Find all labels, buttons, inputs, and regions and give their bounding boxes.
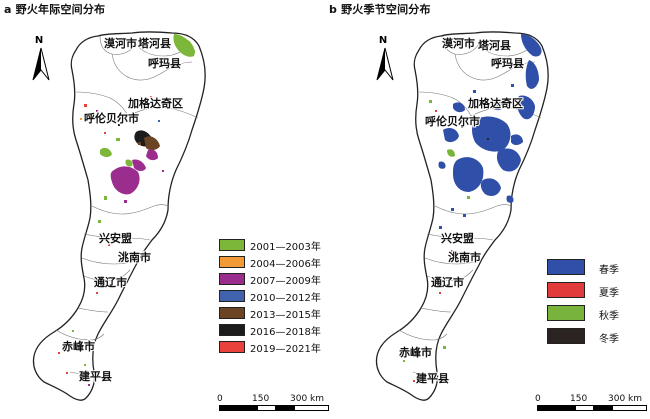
label-xinganmeng: 兴安盟 [99,231,132,245]
fire-cluster-spring [425,34,542,229]
scale-bar-b: 0 150 300 km [535,394,647,416]
label-hulunbuir: 呼伦贝尔市 [84,111,139,125]
svg-text:N: N [35,35,43,46]
panel-b: b 野火季节空间分布 N [325,0,650,419]
label-jianping: 建平县 [416,371,449,385]
label-chifeng: 赤峰市 [399,345,432,359]
label-xinganmeng: 兴安盟 [441,231,474,245]
scale-label: 0 [217,394,223,404]
north-arrow-icon: N [32,35,50,81]
legend-swatch [219,290,245,302]
label-jianping: 建平县 [79,369,112,383]
admin-boundaries [55,35,199,374]
scale-label: 300 km [608,394,643,404]
label-huma: 呼玛县 [491,56,524,70]
map-b: N [375,31,549,401]
legend-label: 秋季 [599,311,619,322]
label-tongliao: 通辽市 [94,275,127,289]
label-huma: 呼玛县 [148,56,181,70]
panel-a: a 野火年际空间分布 N [4,3,329,411]
label-tahe: 塔河县 [478,38,511,52]
fire-dots-summer [413,110,453,382]
panel-b-title: b 野火季节空间分布 [329,3,431,16]
label-mohe: 漠河市 [442,36,475,50]
legend-label: 2001—2003年 [250,242,321,253]
label-jiagedaqi: 加格达奇区 [127,96,183,110]
legend-swatch [219,239,245,251]
label-tahe: 塔河县 [138,36,171,50]
legend-swatch [219,324,245,336]
map-a: N [32,31,206,401]
legend-label: 2010—2012年 [250,293,321,304]
legend-swatch [219,273,245,285]
svg-text:N: N [379,35,387,46]
region-outline [32,31,206,401]
legend-swatch [547,305,585,321]
fire-dots-scattered [58,96,164,386]
label-mohe: 漠河市 [104,36,137,50]
fire-cluster-brown-black [134,130,160,151]
legend-label: 夏季 [599,288,619,299]
scale-label: 150 [252,394,270,404]
legend-label: 冬季 [599,334,619,345]
fire-cluster-autumn [403,100,470,362]
legend-swatch [219,307,245,319]
label-taonan: 洮南市 [118,250,151,264]
legend-swatch [219,256,245,268]
scale-bar-body [537,405,647,411]
legend-label: 2013—2015年 [250,310,321,321]
fire-dots-winter [461,126,489,140]
legend-swatch [547,328,585,344]
scale-label: 300 km [290,394,325,404]
legend-label: 2004—2006年 [250,259,321,270]
fire-cluster-purple [110,149,158,203]
region-outline [375,31,549,401]
fire-cluster-green-ne [173,34,195,57]
legend-swatch [547,282,585,298]
scale-bar-a: 0 150 300 km [217,394,329,416]
legend-swatch [219,341,245,353]
admin-boundaries [398,35,542,374]
legend-label: 2007—2009年 [250,276,321,287]
legend-label: 2016—2018年 [250,327,321,338]
scale-label: 150 [570,394,588,404]
label-jiagedaqi: 加格达奇区 [467,96,523,110]
scale-bar-body [219,405,329,411]
label-taonan: 洮南市 [448,250,481,264]
label-chifeng: 赤峰市 [62,339,95,353]
legend-label: 春季 [599,265,619,276]
legend-swatch [547,259,585,275]
fire-cluster-green-mid [98,138,133,223]
legend-label: 2019—2021年 [250,344,321,355]
label-hulunbuir: 呼伦贝尔市 [425,114,480,128]
label-tongliao: 通辽市 [431,275,464,289]
north-arrow-icon: N [376,35,394,81]
panel-a-title: a 野火年际空间分布 [4,3,106,16]
scale-label: 0 [535,394,541,404]
